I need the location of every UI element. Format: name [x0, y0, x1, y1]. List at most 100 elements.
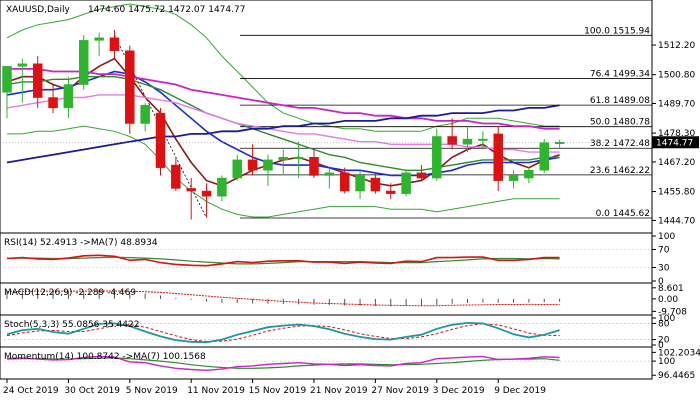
macd-axis-tick-label: -9.708 — [658, 307, 687, 317]
rsi-lines — [0, 249, 652, 268]
stoch-lines — [0, 321, 652, 344]
candle-body — [508, 175, 519, 181]
candle-body — [2, 66, 12, 93]
candle-body — [386, 190, 396, 194]
price-axis-tick-label: 1467.20 — [658, 158, 695, 168]
fib-level-label: 23.6 1462.22 — [590, 166, 650, 176]
candle-body — [432, 136, 442, 179]
time-axis: 24 Oct 2019 30 Oct 2019 5 Nov 2019 11 Nov 2… — [0, 378, 652, 396]
moving-average-ma_green — [6, 75, 560, 172]
fib-level-label: 61.8 1489.08 — [590, 96, 650, 106]
stoch-axis-tick-label: 0 — [658, 341, 664, 351]
fib-level-label: 0.0 1445.62 — [596, 209, 650, 219]
price-panel-frame — [0, 0, 653, 234]
rsi-axis: 100 70 30 0 — [652, 232, 675, 287]
price-axis-tick-label: 1489.70 — [658, 99, 695, 109]
candle-body — [324, 172, 335, 176]
moving-average-ma_magenta — [7, 68, 560, 130]
candle-body — [539, 142, 549, 171]
momentum-axis-tick-label: 100 — [658, 357, 675, 367]
time-axis-tick-label: 15 Nov 2019 — [249, 386, 307, 396]
candle-body — [155, 112, 166, 168]
fib-level-label: 100.0 1515.94 — [584, 26, 650, 36]
time-axis-tick-label: 5 Nov 2019 — [126, 386, 178, 396]
chart-symbol: XAUUSD,Daily — [6, 5, 70, 15]
candle-body — [370, 177, 381, 192]
candle-body — [32, 63, 43, 98]
bollinger-lower-line — [7, 125, 560, 218]
momentum-axis-tick-label: 102.2034 — [658, 348, 700, 358]
bollinger-bands — [6, 3, 560, 218]
candle-body — [554, 142, 565, 145]
price-axis-tick-label: 1444.70 — [658, 216, 695, 226]
current-price-tag — [652, 136, 699, 149]
price-axis: 1512.20 1500.80 1489.70 1478.30 1467.20 1455.… — [0, 41, 699, 226]
macd-bars — [6, 290, 561, 307]
candle-body — [48, 97, 58, 109]
momentum-axis-tick-label: 96.4465 — [658, 371, 695, 381]
rsi-ma-line — [7, 256, 560, 265]
momentum-lines — [0, 355, 652, 372]
stoch-axis-tick-label: 80 — [658, 319, 670, 329]
macd-panel: MACD(12,26,9) -2.289 -4.469 — [0, 282, 653, 316]
price-panel: 100.0 1515.94 76.4 1499.34 61.8 1489.08 50.… — [0, 0, 653, 234]
momentum-line — [6, 355, 560, 372]
candle-body — [79, 40, 89, 85]
time-axis-tick-label: 27 Nov 2019 — [371, 386, 429, 396]
macd-signal-line — [6, 290, 560, 307]
candle-body — [278, 157, 289, 161]
candle-body — [109, 37, 120, 52]
candle-body — [293, 157, 304, 160]
fib-level-label: 50.0 1480.78 — [590, 118, 650, 128]
candle-body — [140, 105, 150, 124]
candle-body — [339, 172, 350, 192]
stoch-panel-frame — [0, 314, 653, 348]
candle-body — [309, 157, 319, 176]
momentum-ma-line — [6, 357, 560, 369]
fib-level-label: 38.2 1472.48 — [590, 139, 650, 149]
rsi-axis-tick-label: 30 — [658, 264, 670, 274]
candle-body — [524, 170, 534, 179]
candle-body — [94, 37, 104, 41]
rsi-line — [6, 254, 560, 267]
time-axis-tick-label: 21 Nov 2019 — [310, 386, 368, 396]
stoch-main-line — [6, 321, 560, 344]
macd-axis-tick-label: 8.601 — [658, 284, 684, 294]
momentum-label: Momentum(14) 100.8742 ->MA(7) 100.1568 — [4, 352, 206, 362]
time-axis-tick-label: 3 Dec 2019 — [433, 386, 485, 396]
rsi-axis-tick-label: 70 — [658, 246, 670, 256]
stoch-panel: Stoch(5,3,3) 55.0856 35.4422 — [0, 314, 653, 348]
candle-body — [201, 190, 212, 197]
candle-body — [247, 159, 258, 171]
candle-body — [478, 138, 488, 141]
candle-body — [171, 164, 181, 189]
candle-body — [493, 133, 503, 181]
macd-label: MACD(12,26,9) -2.289 -4.469 — [4, 288, 136, 298]
rsi-label: RSI(14) 52.4913 ->MA(7) 48.8934 — [4, 238, 158, 248]
candle-body — [447, 136, 457, 145]
candle-body — [186, 188, 196, 192]
candle-body — [17, 63, 28, 67]
stoch-axis-tick-label: 100 — [658, 314, 675, 324]
price-axis-tick-label: 1512.20 — [658, 41, 695, 51]
momentum-panel: Momentum(14) 100.8742 ->MA(7) 100.1568 — [0, 346, 653, 380]
price-axis-tick-label: 1478.30 — [658, 129, 695, 139]
stoch-signal-line — [6, 323, 560, 343]
time-axis-tick-label: 30 Oct 2019 — [64, 386, 120, 396]
current-price-label: 1474.77 — [656, 138, 693, 148]
candle-body — [462, 138, 473, 145]
macd-axis-tick-label: 0.00 — [658, 295, 678, 305]
chart-ohlc: 1474.60 1475.72 1472.07 1474.77 — [88, 5, 245, 15]
price-axis-tick-label: 1455.80 — [658, 188, 695, 198]
time-axis-tick-label: 11 Nov 2019 — [187, 386, 245, 396]
rsi-panel: RSI(14) 52.4913 ->MA(7) 48.8934 — [0, 232, 653, 284]
bollinger-upper-line — [6, 3, 560, 132]
rsi-axis-tick-label: 100 — [658, 232, 675, 242]
candle-body — [125, 50, 135, 124]
rsi-axis-tick-label: 0 — [658, 277, 664, 287]
